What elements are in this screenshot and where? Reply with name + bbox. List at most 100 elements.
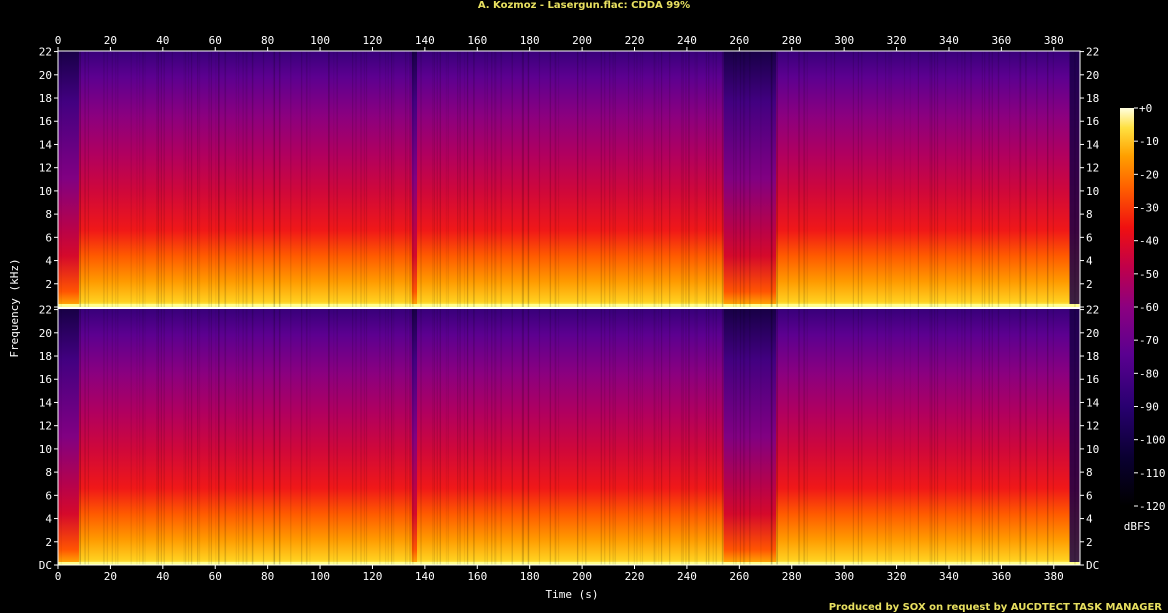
colorbar-tick--110: -110 bbox=[1139, 467, 1166, 480]
colorbar-tick--60: -60 bbox=[1139, 301, 1159, 314]
x-tick-bottom-160: 160 bbox=[467, 570, 487, 583]
y-tick-left-ch2-10: 10 bbox=[39, 443, 52, 456]
x-tick-top-360: 360 bbox=[991, 34, 1011, 47]
x-tick-bottom-140: 140 bbox=[415, 570, 435, 583]
y-axis-label: Frequency (kHz) bbox=[8, 258, 21, 357]
x-tick-top-340: 340 bbox=[939, 34, 959, 47]
x-tick-bottom-200: 200 bbox=[572, 570, 592, 583]
x-tick-top-180: 180 bbox=[520, 34, 540, 47]
channel-1-dropout-3 bbox=[723, 51, 777, 307]
x-tick-top-380: 380 bbox=[1044, 34, 1064, 47]
y-tick-left-ch1-20: 20 bbox=[39, 69, 52, 82]
channel-1-dropout-2 bbox=[411, 51, 418, 307]
y-tick-right-ch1-12: 12 bbox=[1086, 162, 1099, 175]
y-tick-left-ch2-20: 20 bbox=[39, 327, 52, 340]
colorbar-tick--100: -100 bbox=[1139, 434, 1166, 447]
x-tick-bottom-280: 280 bbox=[782, 570, 802, 583]
y-tick-right-ch1-14: 14 bbox=[1086, 138, 1100, 151]
x-tick-bottom-320: 320 bbox=[887, 570, 907, 583]
y-tick-right-ch2-12: 12 bbox=[1086, 420, 1099, 433]
y-tick-left-ch2-6: 6 bbox=[45, 489, 52, 502]
colorbar bbox=[1120, 108, 1134, 506]
x-tick-top-260: 260 bbox=[729, 34, 749, 47]
x-tick-top-60: 60 bbox=[209, 34, 222, 47]
y-tick-right-ch2-4: 4 bbox=[1086, 513, 1093, 526]
y-tick-right-ch2-22: 22 bbox=[1086, 304, 1099, 317]
channel-1-spectrum bbox=[58, 51, 1080, 307]
y-tick-left-ch2-16: 16 bbox=[39, 373, 52, 386]
channel-2-dc-band bbox=[58, 562, 1080, 565]
x-tick-top-140: 140 bbox=[415, 34, 435, 47]
x-tick-bottom-20: 20 bbox=[104, 570, 117, 583]
colorbar-tick--20: -20 bbox=[1139, 168, 1159, 181]
x-tick-bottom-260: 260 bbox=[729, 570, 749, 583]
channel-2-dropout-1 bbox=[58, 309, 79, 565]
y-tick-left-ch2-8: 8 bbox=[45, 466, 52, 479]
y-tick-right-ch2-DC: DC bbox=[1086, 559, 1099, 572]
colorbar-tick--90: -90 bbox=[1139, 401, 1159, 414]
x-tick-top-100: 100 bbox=[310, 34, 330, 47]
x-tick-bottom-60: 60 bbox=[209, 570, 222, 583]
colorbar-label: dBFS bbox=[1124, 520, 1151, 533]
y-tick-left-ch1-14: 14 bbox=[39, 138, 53, 151]
y-tick-right-ch1-2: 2 bbox=[1086, 278, 1093, 291]
colorbar-tick--120: -120 bbox=[1139, 500, 1166, 513]
x-tick-top-300: 300 bbox=[834, 34, 854, 47]
y-tick-left-ch2-4: 4 bbox=[45, 513, 52, 526]
x-tick-bottom-220: 220 bbox=[625, 570, 645, 583]
x-tick-top-40: 40 bbox=[156, 34, 169, 47]
y-tick-right-ch2-10: 10 bbox=[1086, 443, 1099, 456]
channel-2-spectrum bbox=[58, 309, 1080, 565]
x-tick-top-160: 160 bbox=[467, 34, 487, 47]
x-tick-bottom-100: 100 bbox=[310, 570, 330, 583]
y-tick-right-ch2-20: 20 bbox=[1086, 327, 1099, 340]
x-tick-top-20: 20 bbox=[104, 34, 117, 47]
x-tick-bottom-180: 180 bbox=[520, 570, 540, 583]
y-tick-left-ch1-18: 18 bbox=[39, 92, 52, 105]
y-tick-right-ch2-2: 2 bbox=[1086, 536, 1093, 549]
y-tick-right-ch1-18: 18 bbox=[1086, 92, 1099, 105]
y-tick-left-ch2-18: 18 bbox=[39, 350, 52, 363]
plot-frame bbox=[57, 50, 1081, 566]
colorbar-tick--80: -80 bbox=[1139, 367, 1159, 380]
colorbar-tick--50: -50 bbox=[1139, 268, 1159, 281]
chart-title: A. Kozmoz - Lasergun.flac: CDDA 99% bbox=[477, 0, 691, 11]
colorbar-tick--40: -40 bbox=[1139, 235, 1159, 248]
x-tick-top-120: 120 bbox=[363, 34, 383, 47]
colorbar-tick--30: -30 bbox=[1139, 202, 1159, 215]
y-tick-right-ch1-20: 20 bbox=[1086, 69, 1099, 82]
y-tick-right-ch2-16: 16 bbox=[1086, 373, 1099, 386]
y-tick-right-ch1-4: 4 bbox=[1086, 255, 1093, 268]
colorbar-tick--70: -70 bbox=[1139, 334, 1159, 347]
y-tick-right-ch2-14: 14 bbox=[1086, 396, 1100, 409]
x-tick-top-200: 200 bbox=[572, 34, 592, 47]
channel-1-track-end bbox=[1069, 51, 1080, 307]
x-tick-bottom-40: 40 bbox=[156, 570, 169, 583]
x-tick-bottom-380: 380 bbox=[1044, 570, 1064, 583]
y-tick-right-ch1-10: 10 bbox=[1086, 185, 1099, 198]
y-tick-left-ch1-6: 6 bbox=[45, 231, 52, 244]
channel-2-dropout-3 bbox=[723, 309, 777, 565]
y-tick-left-ch2-22: 22 bbox=[39, 304, 52, 317]
x-tick-bottom-120: 120 bbox=[363, 570, 383, 583]
x-tick-top-0: 0 bbox=[55, 34, 62, 47]
y-tick-right-ch1-22: 22 bbox=[1086, 46, 1099, 59]
y-tick-left-ch1-22: 22 bbox=[39, 46, 52, 59]
x-tick-top-240: 240 bbox=[677, 34, 697, 47]
x-tick-bottom-240: 240 bbox=[677, 570, 697, 583]
y-tick-right-ch2-8: 8 bbox=[1086, 466, 1093, 479]
x-tick-bottom-0: 0 bbox=[55, 570, 62, 583]
y-tick-left-ch1-4: 4 bbox=[45, 255, 52, 268]
x-tick-bottom-80: 80 bbox=[261, 570, 274, 583]
x-tick-bottom-340: 340 bbox=[939, 570, 959, 583]
channel-1-dc-band bbox=[58, 304, 1080, 307]
channel-1-dropout-1 bbox=[58, 51, 79, 307]
y-tick-left-ch1-10: 10 bbox=[39, 185, 52, 198]
y-tick-left-ch1-12: 12 bbox=[39, 162, 52, 175]
y-tick-left-ch1-8: 8 bbox=[45, 208, 52, 221]
x-tick-top-220: 220 bbox=[625, 34, 645, 47]
x-tick-bottom-360: 360 bbox=[991, 570, 1011, 583]
y-tick-left-ch2-12: 12 bbox=[39, 420, 52, 433]
x-tick-bottom-300: 300 bbox=[834, 570, 854, 583]
